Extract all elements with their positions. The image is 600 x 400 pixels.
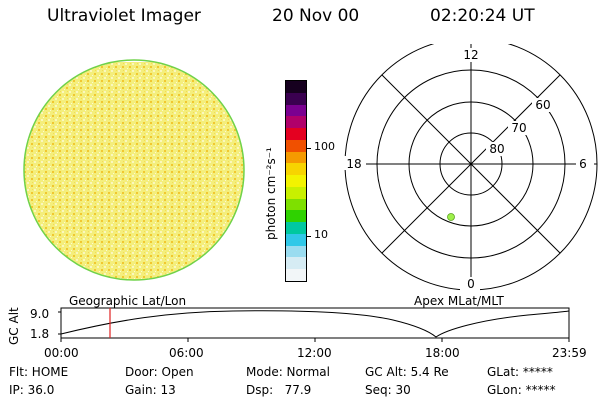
colorbar-band (286, 186, 306, 199)
polar-plot: 12 0 18 6 60 70 80 (344, 44, 598, 291)
polar-label-left: 18 (346, 157, 361, 171)
timeline-x-tick-2359: 23:59 (552, 346, 587, 360)
timeline-x-tick-0600: 06:00 (169, 346, 204, 360)
colorbar-band (286, 163, 306, 176)
colorbar-band (286, 210, 306, 223)
polar-label-top: 12 (463, 48, 478, 62)
colorbar (285, 80, 307, 282)
page-title: Ultraviolet Imager (47, 6, 201, 26)
timeline-x-tick-1200: 12:00 (297, 346, 332, 360)
timeline-x-tick-0000: 00:00 (44, 346, 79, 360)
colorbar-band (286, 269, 306, 282)
disc-rim (23, 59, 245, 281)
timeline-y-tick-max: 9.0 (30, 307, 50, 321)
polar-ring-label-70: 70 (511, 121, 526, 135)
timeline-left-label: Geographic Lat/Lon (69, 294, 187, 308)
polar-ring-label-60: 60 (535, 98, 550, 112)
colorbar-band (286, 245, 306, 258)
colorbar-band (286, 128, 306, 140)
colorbar-band (286, 233, 306, 246)
info-ip: IP: 36.0 (9, 383, 55, 397)
colorbar-band (286, 92, 306, 105)
timeline-x-tick-1800: 18:00 (425, 346, 460, 360)
colorbar-tick-100: 100 (314, 140, 335, 153)
polar-label-right: 6 (579, 157, 587, 171)
info-mode: Mode: Normal (246, 365, 330, 379)
polar-label-bottom: 0 (467, 277, 475, 291)
info-gain: Gain: 13 (125, 383, 176, 397)
info-door: Door: Open (125, 365, 194, 379)
info-flt: Flt: HOME (9, 365, 69, 379)
altitude-timeline (58, 307, 570, 342)
colorbar-unit-label: photon cm⁻²s⁻¹ (264, 147, 278, 240)
time-label: 02:20:24 UT (430, 6, 535, 26)
info-gc-alt: GC Alt: 5.4 Re (365, 365, 449, 379)
info-dsp: Dsp: 77.9 (246, 383, 312, 397)
colorbar-band (286, 198, 306, 211)
info-seq: Seq: 30 (365, 383, 411, 397)
info-glon: GLon: ***** (487, 383, 556, 397)
info-glat: GLat: ***** (487, 365, 553, 379)
colorbar-band (286, 257, 306, 270)
colorbar-band (286, 139, 306, 152)
polar-marker (447, 213, 455, 221)
timeline-right-label: Apex MLat/MLT (414, 294, 504, 308)
uv-image-disc (23, 59, 245, 281)
colorbar-band (286, 81, 306, 93)
colorbar-band (286, 151, 306, 164)
timeline-y-tick-min: 1.8 (30, 327, 50, 341)
colorbar-tick-10: 10 (314, 228, 328, 241)
colorbar-band (286, 116, 306, 129)
colorbar-band (286, 104, 306, 117)
colorbar-band (286, 175, 306, 187)
altitude-curve (60, 310, 570, 338)
date-label: 20 Nov 00 (272, 6, 360, 26)
timeline-axis-label: GC Alt (7, 307, 21, 345)
colorbar-band (286, 222, 306, 234)
polar-ring-label-80: 80 (489, 142, 504, 156)
